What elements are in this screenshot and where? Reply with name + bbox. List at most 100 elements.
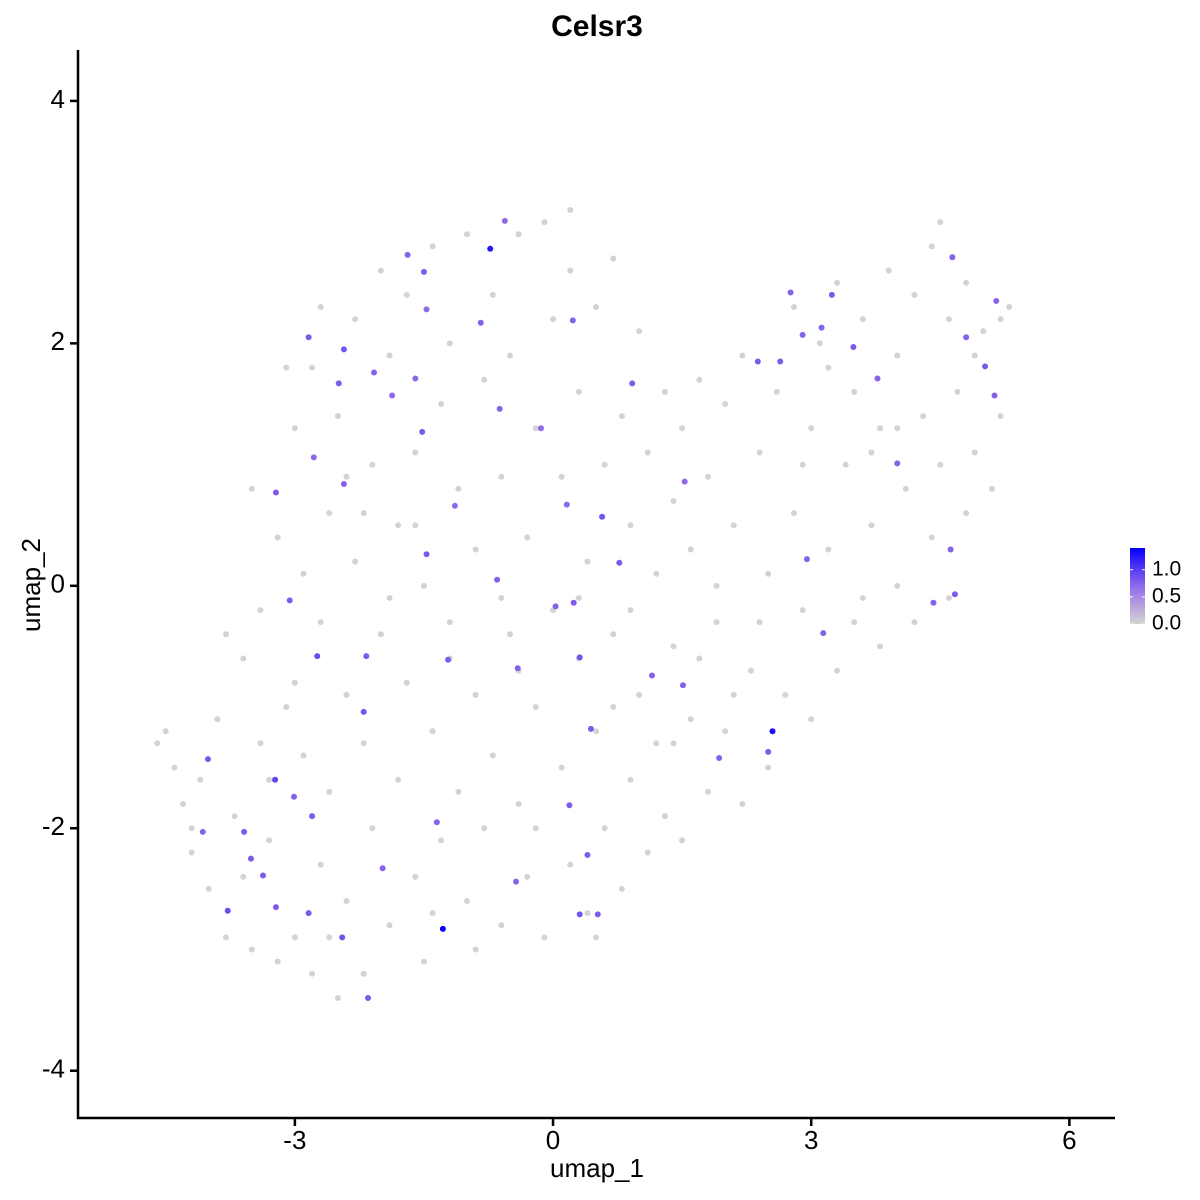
point	[205, 885, 212, 892]
point	[433, 819, 440, 826]
point	[507, 631, 514, 638]
point	[419, 428, 426, 435]
point	[477, 319, 484, 326]
point	[446, 619, 453, 626]
point	[894, 352, 901, 359]
point	[576, 654, 583, 661]
point	[653, 570, 660, 577]
point	[747, 667, 754, 674]
point	[661, 813, 668, 820]
point	[850, 344, 857, 351]
point	[971, 449, 978, 456]
point	[412, 522, 419, 529]
point	[260, 872, 267, 879]
point	[716, 754, 723, 761]
point	[773, 388, 780, 395]
point	[859, 594, 866, 601]
point	[507, 352, 514, 359]
y-tick-label: -4	[42, 1054, 65, 1084]
point	[558, 764, 565, 771]
points	[154, 207, 1013, 1001]
point	[223, 934, 230, 941]
point	[455, 485, 462, 492]
point	[423, 551, 430, 558]
point	[463, 231, 470, 238]
point	[188, 825, 195, 832]
point	[412, 375, 419, 382]
point	[799, 331, 806, 338]
point	[575, 388, 582, 395]
point	[756, 449, 763, 456]
point	[451, 502, 458, 509]
point	[537, 425, 544, 432]
point	[266, 776, 273, 783]
y-tick-label: 4	[51, 84, 65, 114]
point	[593, 728, 600, 735]
point	[395, 522, 402, 529]
point	[472, 546, 479, 553]
point	[567, 207, 574, 214]
point	[825, 546, 832, 553]
point	[360, 510, 367, 517]
point	[756, 619, 763, 626]
point	[971, 352, 978, 359]
point	[575, 594, 582, 601]
y-tick-label: 2	[51, 326, 65, 356]
point	[300, 570, 307, 577]
point	[851, 388, 858, 395]
point	[730, 691, 737, 698]
point	[947, 546, 954, 553]
point	[429, 243, 436, 250]
point	[679, 682, 686, 689]
colorbar-label: 0.5	[1152, 584, 1181, 607]
point	[949, 254, 956, 261]
point	[481, 825, 488, 832]
y-tick-label: -2	[42, 811, 65, 841]
point	[616, 559, 623, 566]
point	[487, 245, 494, 252]
point	[791, 303, 798, 310]
point	[584, 558, 591, 565]
point	[274, 958, 281, 965]
point	[204, 756, 211, 763]
point	[722, 728, 729, 735]
point	[404, 251, 411, 258]
point	[704, 473, 711, 480]
chart-title: Celsr3	[551, 10, 643, 43]
point	[363, 653, 370, 660]
point	[309, 364, 316, 371]
point	[799, 607, 806, 614]
point	[885, 267, 892, 274]
point	[343, 898, 350, 905]
point	[240, 655, 247, 662]
point	[274, 534, 281, 541]
point	[679, 837, 686, 844]
point	[618, 885, 625, 892]
point	[587, 725, 594, 732]
point	[834, 667, 841, 674]
point	[272, 776, 279, 783]
point	[162, 728, 169, 735]
point	[171, 764, 178, 771]
point	[403, 679, 410, 686]
x-tick-label: 0	[546, 1125, 560, 1155]
point	[803, 556, 810, 563]
point	[963, 279, 970, 286]
point	[704, 788, 711, 795]
point	[472, 946, 479, 953]
point	[310, 454, 317, 461]
point	[326, 934, 333, 941]
point	[154, 740, 161, 747]
point	[515, 801, 522, 808]
x-tick-label: 6	[1062, 1125, 1076, 1155]
point	[859, 316, 866, 323]
point	[360, 708, 367, 715]
point	[1006, 303, 1013, 310]
point	[566, 802, 573, 809]
point	[584, 910, 591, 917]
point	[644, 449, 651, 456]
point	[937, 461, 944, 468]
point	[649, 672, 656, 679]
point	[501, 217, 508, 224]
point	[644, 849, 651, 856]
